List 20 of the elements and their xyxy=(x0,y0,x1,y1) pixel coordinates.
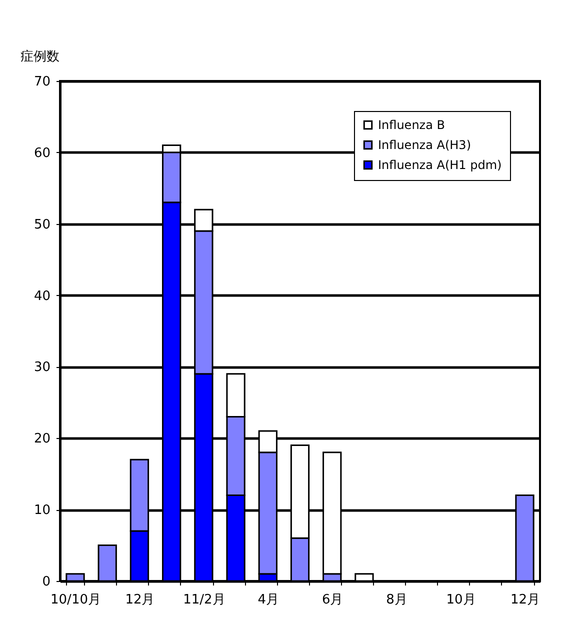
y-tick-label: 30 xyxy=(34,360,50,376)
y-tick-label: 10 xyxy=(34,503,50,518)
x-tick-label: 4月 xyxy=(258,592,280,608)
y-tick-label: 40 xyxy=(34,288,50,304)
x-tick-label: 12月 xyxy=(125,592,155,608)
legend-label: Influenza A(H3) xyxy=(378,138,471,152)
x-tick-label: 11/2月 xyxy=(183,592,226,608)
y-axis-title: 症例数 xyxy=(20,50,60,64)
x-tick-label: 8月 xyxy=(386,592,408,608)
y-tick-label: 0 xyxy=(42,574,50,590)
x-tick-label: 10月 xyxy=(446,592,476,608)
x-tick-label: 12月 xyxy=(510,592,540,608)
y-tick-label: 20 xyxy=(34,432,50,447)
x-tick-label: 10/10月 xyxy=(50,592,101,608)
legend-label: Influenza A(H1 pdm) xyxy=(378,158,502,172)
x-tick-label: 6月 xyxy=(322,592,344,608)
y-tick-label: 50 xyxy=(34,217,50,232)
y-tick-label: 60 xyxy=(34,146,50,161)
legend-label: Influenza B xyxy=(378,118,445,132)
y-tick-label: 70 xyxy=(34,74,50,90)
